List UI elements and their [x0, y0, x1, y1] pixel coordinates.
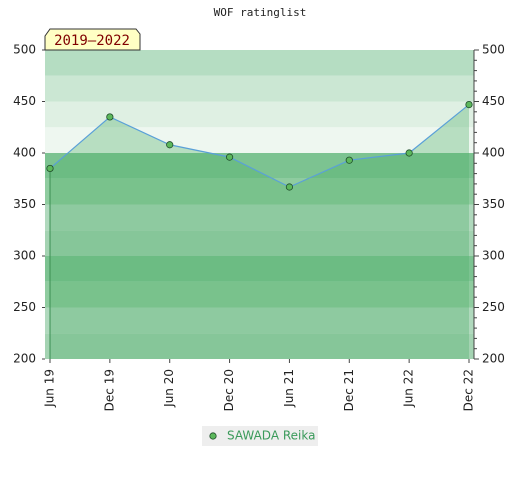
y-tick-label: 400: [13, 146, 36, 160]
band: [45, 101, 474, 128]
area: [50, 104, 469, 359]
y2-tick-label: 400: [482, 146, 505, 160]
y-tick-label: 350: [13, 197, 36, 211]
band: [45, 281, 474, 308]
badge: 2019–2022: [44, 28, 141, 51]
marker: [465, 100, 473, 109]
x-tick-label: Jun 22: [402, 369, 416, 408]
y2-tick-label: 200: [482, 352, 505, 366]
marker: [285, 183, 294, 191]
badge-text: 2019–2022: [54, 33, 130, 49]
marker: [345, 156, 353, 164]
marker: [225, 153, 234, 161]
y-tick-label: 500: [13, 43, 36, 57]
band: [45, 230, 474, 256]
marker: [106, 113, 114, 121]
band: [45, 333, 474, 359]
y2-tick-label: 500: [482, 43, 505, 57]
legend-box: [202, 426, 318, 446]
band: [45, 75, 474, 102]
y2-tick-label: 250: [482, 300, 505, 314]
y2-tick-label: 450: [482, 94, 505, 108]
legend-marker: [209, 432, 217, 440]
band: [45, 178, 474, 205]
x-tick-label: Jun 20: [162, 369, 176, 408]
x-tick-label: Dec 22: [462, 369, 476, 411]
y-tick-label: 200: [13, 352, 36, 366]
x-tick-label: Dec 21: [342, 369, 356, 411]
legend-label: SAWADA Reika: [227, 429, 315, 443]
marker: [405, 149, 413, 157]
y2-tick-label: 300: [482, 249, 505, 263]
marker: [166, 141, 174, 149]
y-tick-label: 450: [13, 94, 36, 108]
x-tick-label: Dec 19: [102, 369, 116, 411]
y-tick-label: 250: [13, 300, 36, 314]
x-tick-label: Jun 19: [43, 369, 57, 408]
badge-box: [44, 28, 141, 51]
band: [45, 127, 474, 153]
band: [45, 50, 474, 76]
line: [49, 104, 470, 188]
chart-title: WOF ratinglist: [214, 6, 307, 19]
x-tick-label: Jun 21: [282, 369, 296, 408]
band: [45, 307, 474, 334]
band: [45, 153, 474, 179]
y-tick-label: 300: [13, 249, 36, 263]
y2-tick-label: 350: [482, 197, 505, 211]
band: [45, 204, 474, 231]
band: [45, 256, 474, 282]
x-tick-label: Dec 20: [222, 369, 236, 411]
marker: [46, 164, 54, 173]
